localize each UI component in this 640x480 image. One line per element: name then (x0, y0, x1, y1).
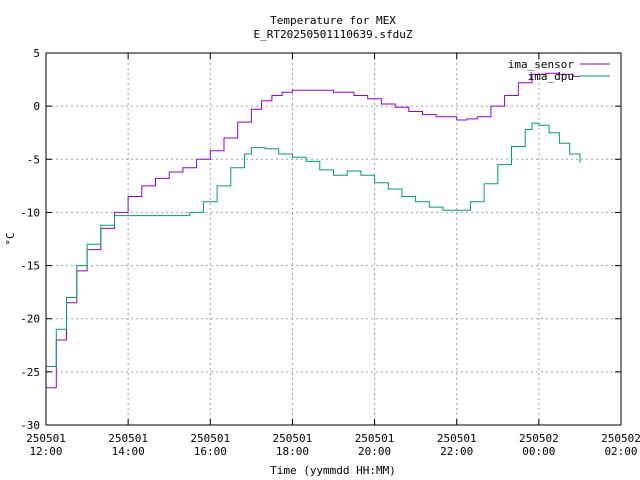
x-tick-label-time: 22:00 (440, 445, 473, 458)
x-tick-label-time: 18:00 (276, 445, 309, 458)
x-tick-label-time: 20:00 (358, 445, 391, 458)
y-axis-label: °C (4, 232, 17, 245)
y-tick-label: -25 (20, 366, 40, 379)
x-tick-label-date: 250502 (519, 432, 559, 445)
y-tick-label: -20 (20, 313, 40, 326)
x-tick-label-time: 00:00 (522, 445, 555, 458)
chart-title: Temperature for MEX (270, 14, 396, 27)
y-axis: 5 0 -5 -10 -15 -20 -25 -30 (20, 47, 621, 432)
x-axis: 25050112:0025050114:0025050116:002505011… (26, 53, 640, 458)
x-tick-label-date: 250501 (437, 432, 477, 445)
x-tick-label-date: 250502 (601, 432, 640, 445)
x-axis-label: Time (yymmdd HH:MM) (270, 464, 396, 477)
grid-lines (46, 53, 621, 425)
x-tick-label-time: 14:00 (112, 445, 145, 458)
x-tick-label-time: 12:00 (29, 445, 62, 458)
x-tick-label-date: 250501 (190, 432, 230, 445)
y-tick-label: -30 (20, 419, 40, 432)
x-tick-label-date: 250501 (355, 432, 395, 445)
y-tick-label: -5 (27, 153, 40, 166)
y-tick-label: 5 (33, 47, 40, 60)
legend-label-ima_dpu: ima_dpu (528, 70, 574, 83)
x-tick-label-date: 250501 (108, 432, 148, 445)
x-tick-label-time: 16:00 (194, 445, 227, 458)
plot-frame (45, 52, 622, 426)
legend-label-ima_sensor: ima_sensor (508, 58, 575, 71)
y-tick-label: 0 (33, 100, 40, 113)
y-tick-label: -10 (20, 206, 40, 219)
plot-series (46, 72, 581, 389)
x-tick-label-time: 02:00 (604, 445, 637, 458)
y-tick-label: -15 (20, 260, 40, 273)
series-line-ima_sensor (46, 72, 580, 389)
x-tick-label-date: 250501 (26, 432, 66, 445)
chart-subtitle: E_RT20250501110639.sfduZ (254, 28, 413, 41)
x-tick-label-date: 250501 (273, 432, 313, 445)
series-line-ima_dpu (46, 122, 581, 367)
